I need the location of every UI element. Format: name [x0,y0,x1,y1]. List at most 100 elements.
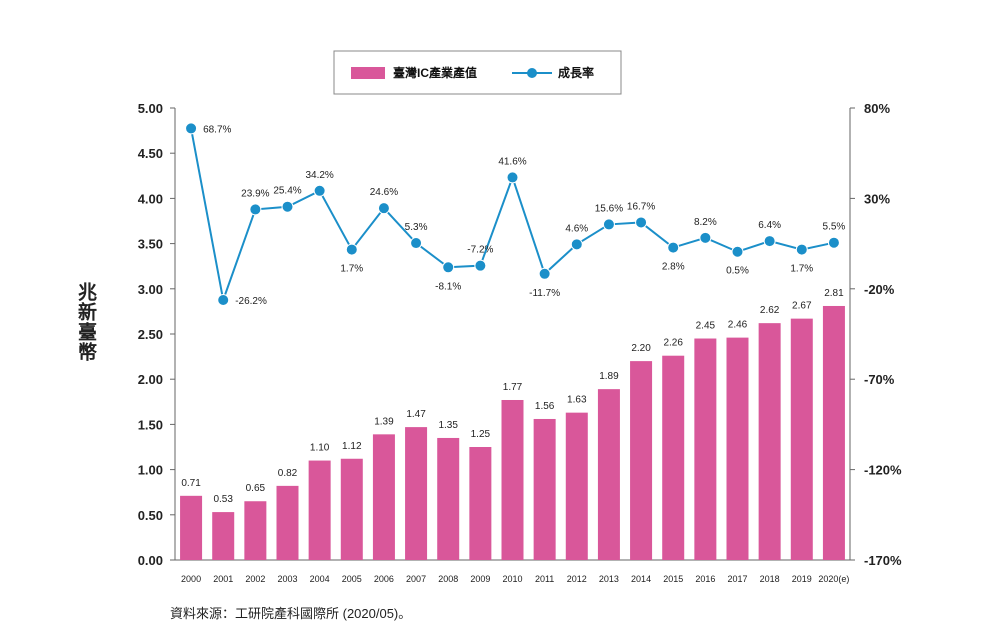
line-value-label: 2.8% [662,262,685,273]
legend-swatch-marker [527,68,537,78]
bar-value-label: 2.20 [631,343,651,354]
bar-value-label: 1.39 [374,416,394,427]
bar [822,305,845,560]
line-value-label: 1.7% [340,264,363,275]
line-value-label: -26.2% [235,296,267,307]
line-point [442,261,455,274]
line-value-label: 6.4% [758,220,781,231]
x-tick-label: 2020(e) [818,574,849,584]
line-point [474,259,487,272]
y-tick-label: 4.00 [138,191,163,206]
x-tick-label: 2007 [406,574,426,584]
bar-value-label: 1.89 [599,371,619,382]
line-value-label: 41.6% [498,156,526,167]
line-value-label: 1.7% [790,264,813,275]
y2-tick-label: -120% [864,463,902,478]
bar [372,434,395,560]
line-value-label: 68.7% [203,124,231,135]
line-value-label: 8.2% [694,217,717,228]
bar-value-label: 1.10 [310,443,330,454]
x-tick-label: 2012 [567,574,587,584]
y2-tick-label: 30% [864,191,890,206]
bar [437,437,460,560]
bar-value-label: 1.77 [503,382,523,393]
line-value-label: 23.9% [241,188,269,199]
x-tick-label: 2011 [535,574,554,584]
line-value-label: -8.1% [435,281,461,292]
x-tick-label: 2017 [727,574,747,584]
bar [565,412,588,560]
y-tick-label: 2.50 [138,327,163,342]
line-point [635,216,648,229]
line-value-label: 16.7% [627,201,655,212]
line-point [699,231,712,244]
line-value-label: 34.2% [305,170,333,181]
y2-tick-label: -170% [864,553,902,568]
bar [630,361,653,560]
bar [244,501,267,560]
x-tick-label: 2010 [502,574,522,584]
line-value-label: 15.6% [595,203,623,214]
bar-value-label: 2.67 [792,301,812,312]
line-value-label: 25.4% [273,186,301,197]
line-point [795,243,808,256]
bar [276,485,299,560]
line-point [410,237,423,250]
bar-value-label: 0.65 [246,483,266,494]
x-tick-label: 2005 [342,574,362,584]
line-point [570,238,583,251]
bar [758,323,781,560]
x-tick-label: 2003 [277,574,297,584]
legend-swatch-bar [351,67,385,79]
line-value-label: -7.2% [467,245,493,256]
line-point [827,236,840,249]
line-series: 68.7% -26.2% 23.9% 25.4% 34.2% 1.7% 24.6% 5.3% -… [185,122,845,307]
bar-value-label: 0.53 [213,494,233,505]
bar-value-label: 1.35 [438,420,458,431]
y-tick-label: 0.00 [138,553,163,568]
bar [726,337,749,560]
line-point [185,122,198,135]
x-tick-label: 2019 [792,574,812,584]
line-point [281,200,294,213]
line-point [763,235,776,248]
y-tick-label: 4.50 [138,146,163,161]
legend-label-line: 成長率 [558,65,594,80]
y-tick-label: 2.00 [138,372,163,387]
bar-value-label: 2.46 [728,320,748,331]
legend: 臺灣IC產業產值 成長率 [333,50,622,95]
bar-value-label: 0.71 [181,478,201,489]
line-value-label: 5.3% [405,222,428,233]
x-tick-label: 2013 [599,574,619,584]
bar [212,512,235,560]
y-tick-label: 0.50 [138,508,163,523]
source-note: 資料來源：工研院產科國際所 (2020/05)。 [170,606,412,621]
bar [597,389,620,560]
line-point [249,203,262,216]
bar-value-label: 2.26 [663,338,683,349]
x-tick-label: 2004 [310,574,330,584]
line-point [345,243,358,256]
y-axis-label: 兆新臺幣 [75,282,96,362]
x-tick-label: 2002 [245,574,265,584]
x-tick-label: 2006 [374,574,394,584]
x-tick-label: 2016 [695,574,715,584]
line-point [506,171,519,184]
bar-value-label: 1.56 [535,401,555,412]
x-tick-label: 2000 [181,574,201,584]
line-value-label: 24.6% [370,187,398,198]
bar [308,460,331,560]
bar-value-label: 1.47 [406,409,426,420]
line-value-label: 0.5% [726,266,749,277]
x-tick-label: 2008 [438,574,458,584]
x-tick-label: 2018 [760,574,780,584]
x-tick-label: 2014 [631,574,651,584]
bar-value-label: 0.82 [278,468,298,479]
line-value-label: 4.6% [565,223,588,234]
y-tick-label: 1.50 [138,417,163,432]
line-point [667,241,680,254]
bars: 0.71 0.53 0.65 0.82 1.10 1.12 1.39 1.47 1.35 1.25… [180,288,845,560]
bar [180,495,203,560]
bar-value-label: 1.12 [342,441,362,452]
